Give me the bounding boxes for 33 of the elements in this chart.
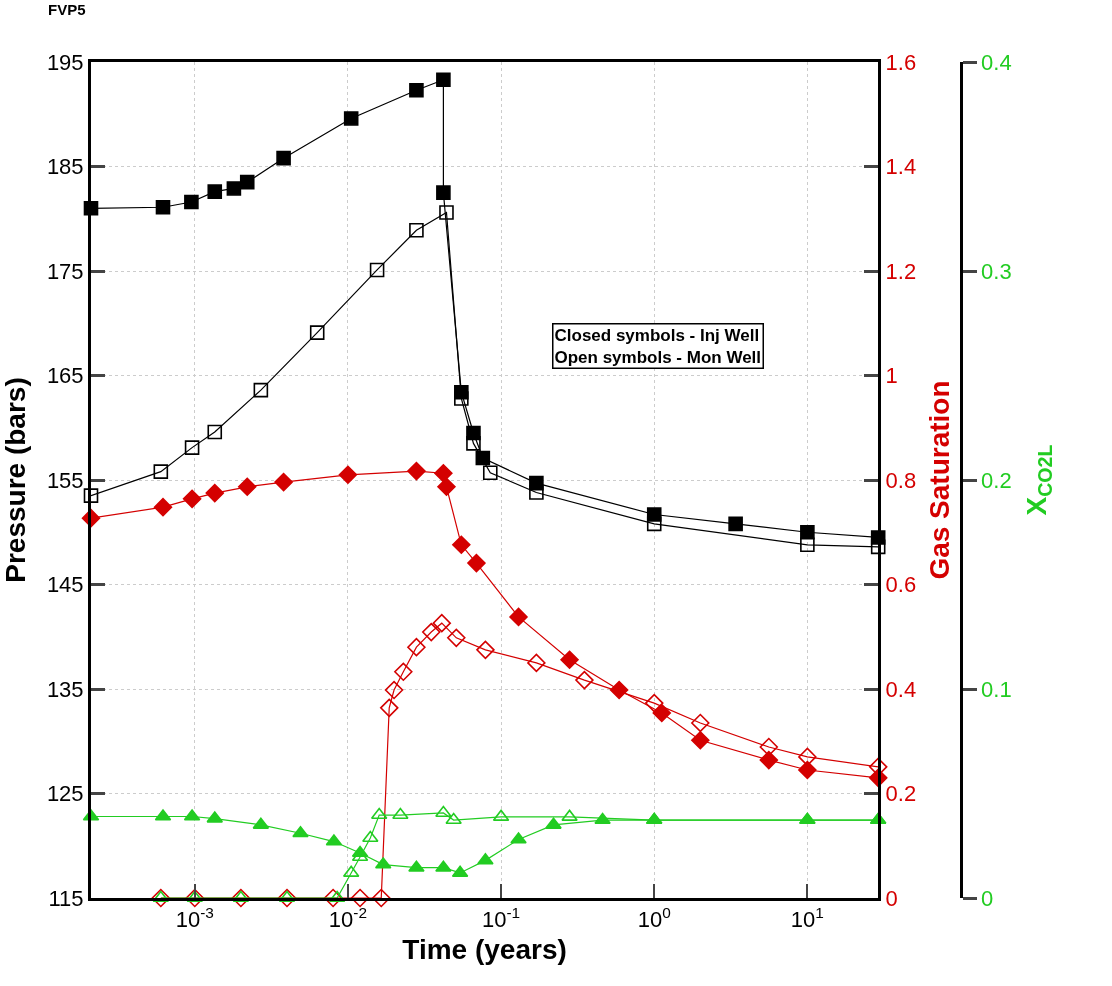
y-tick-label: 195 [46, 49, 84, 75]
y2-tick-label: 1.6 [885, 49, 917, 75]
x-axis-title: Time (years) [402, 933, 567, 965]
x-tick-label: 10$^{0}$ [637, 904, 671, 933]
x-tick-label: 10$^{1}$ [790, 904, 824, 933]
y2-axis-title: Gas Saturation [924, 380, 956, 580]
y-tick-label: 165 [46, 363, 84, 389]
y-tick-label: 175 [46, 258, 84, 284]
y3-tick-label: 0.3 [981, 258, 1012, 284]
y3-tick-label: 0.1 [981, 676, 1012, 702]
y3-tick-label: 0.4 [981, 49, 1012, 75]
y-tick-label: 135 [46, 676, 84, 702]
x-tick-label: 10$^{-1}$ [481, 904, 521, 933]
y-axis-title: Pressure (bars) [0, 377, 31, 583]
chart-title: FVP5 [48, 1, 86, 18]
y2-tick-label: 0.2 [885, 781, 917, 807]
y2-tick-label: 0 [885, 885, 898, 911]
y3-tick-label: 0 [981, 885, 994, 911]
y2-tick-label: 1.4 [885, 154, 917, 180]
y2-tick-label: 0.6 [885, 572, 917, 598]
y3-tick-label: 0.2 [981, 467, 1012, 493]
y2-tick-label: 0.4 [885, 676, 917, 702]
y-tick-label: 115 [48, 885, 84, 911]
y2-tick-label: 1 [885, 363, 898, 389]
x-tick-label: 10$^{-3}$ [175, 904, 214, 933]
y-tick-label: 155 [46, 467, 84, 493]
annotation: Closed symbols - Inj Well Open symbols - Mon Well [554, 325, 762, 367]
x-tick-label: 10$^{-2}$ [328, 904, 368, 933]
y-tick-label: 145 [46, 572, 84, 598]
y-tick-label: 185 [46, 154, 84, 180]
y2-tick-label: 0.8 [885, 467, 917, 493]
y2-tick-label: 1.2 [885, 258, 917, 284]
y-tick-label: 125 [46, 781, 84, 807]
